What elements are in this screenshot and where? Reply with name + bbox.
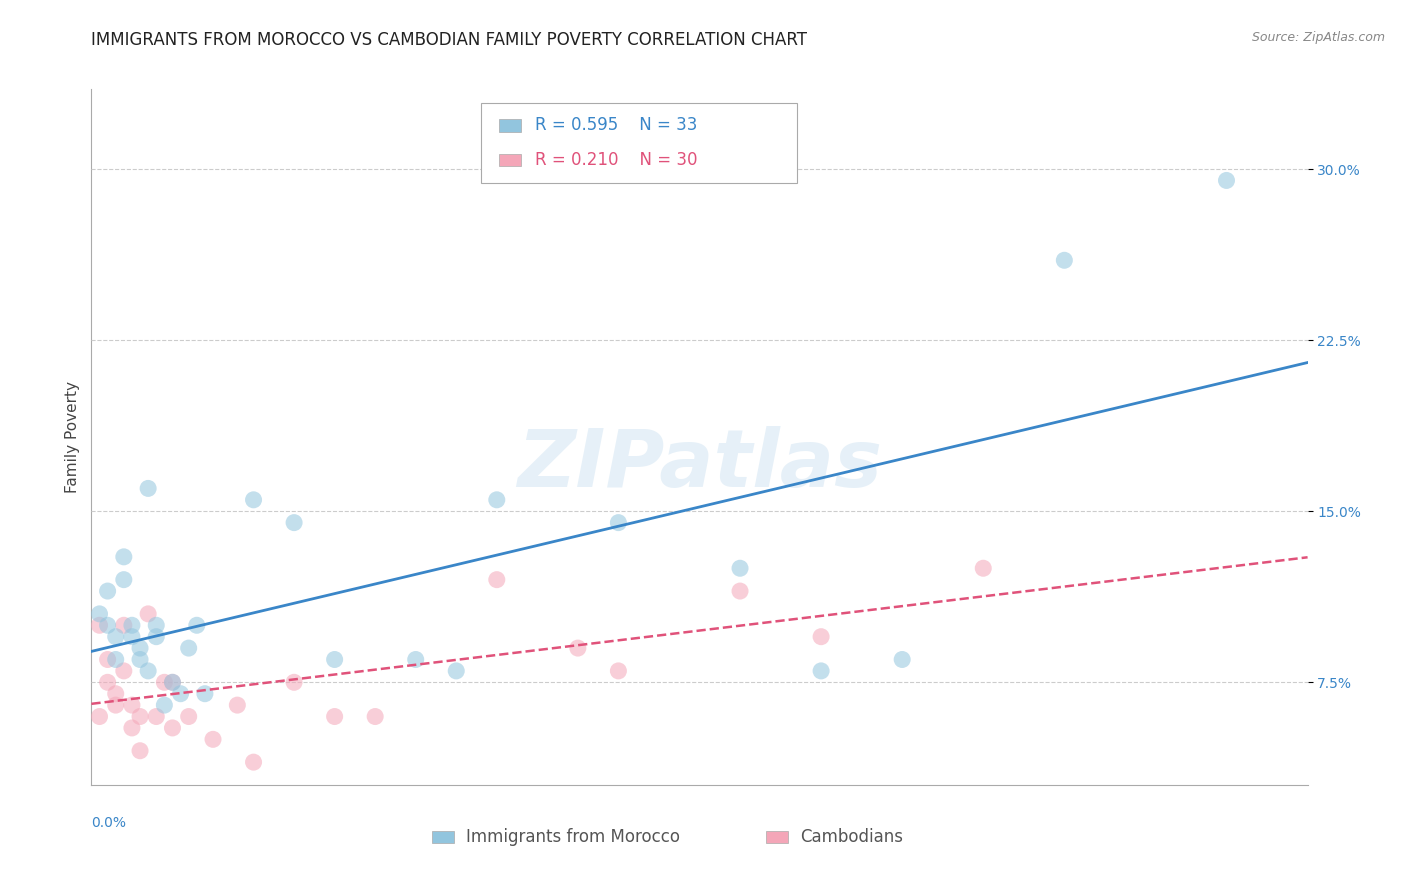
Point: [242, 492, 264, 507]
Point: [444, 664, 467, 678]
Point: [136, 482, 159, 496]
Point: [104, 630, 127, 644]
Point: [136, 607, 159, 621]
Point: [121, 630, 143, 644]
Point: [177, 641, 200, 656]
Point: [162, 675, 184, 690]
Point: [226, 698, 249, 712]
Point: [162, 721, 184, 735]
Point: [567, 641, 589, 656]
Y-axis label: Family Poverty: Family Poverty: [65, 381, 80, 493]
Point: [129, 652, 152, 666]
Point: [405, 652, 427, 666]
Point: [145, 630, 167, 644]
Point: [104, 652, 127, 666]
Point: [153, 675, 176, 690]
Point: [145, 618, 167, 632]
Point: [112, 618, 135, 632]
Point: [1215, 173, 1237, 187]
Point: [194, 687, 217, 701]
Point: [145, 709, 167, 723]
Point: [121, 721, 143, 735]
Point: [129, 744, 152, 758]
Text: 0.0%: 0.0%: [91, 816, 127, 830]
FancyBboxPatch shape: [432, 830, 454, 844]
Point: [121, 698, 143, 712]
Point: [89, 618, 111, 632]
Point: [153, 698, 176, 712]
FancyBboxPatch shape: [499, 154, 520, 167]
Point: [202, 732, 225, 747]
Point: [728, 561, 751, 575]
Point: [728, 584, 751, 599]
Point: [97, 584, 120, 599]
Point: [1053, 253, 1076, 268]
Text: R = 0.595    N = 33: R = 0.595 N = 33: [536, 116, 697, 135]
Point: [112, 573, 135, 587]
Text: Cambodians: Cambodians: [800, 828, 904, 847]
FancyBboxPatch shape: [481, 103, 797, 183]
Point: [104, 698, 127, 712]
Text: IMMIGRANTS FROM MOROCCO VS CAMBODIAN FAMILY POVERTY CORRELATION CHART: IMMIGRANTS FROM MOROCCO VS CAMBODIAN FAM…: [91, 31, 807, 49]
Point: [323, 709, 346, 723]
Text: Source: ZipAtlas.com: Source: ZipAtlas.com: [1251, 31, 1385, 45]
Point: [810, 630, 832, 644]
Point: [89, 607, 111, 621]
Point: [136, 664, 159, 678]
Point: [607, 664, 630, 678]
Text: Immigrants from Morocco: Immigrants from Morocco: [465, 828, 681, 847]
Point: [323, 652, 346, 666]
Point: [112, 664, 135, 678]
Point: [186, 618, 208, 632]
Point: [283, 675, 305, 690]
Point: [162, 675, 184, 690]
Point: [242, 755, 264, 769]
Point: [89, 709, 111, 723]
Point: [129, 709, 152, 723]
Point: [177, 709, 200, 723]
Point: [891, 652, 914, 666]
Point: [97, 675, 120, 690]
FancyBboxPatch shape: [766, 830, 789, 844]
Text: ZIPatlas: ZIPatlas: [517, 425, 882, 504]
Point: [121, 618, 143, 632]
Point: [97, 652, 120, 666]
Point: [112, 549, 135, 564]
Point: [972, 561, 994, 575]
Point: [810, 664, 832, 678]
Point: [104, 687, 127, 701]
Point: [607, 516, 630, 530]
Point: [485, 573, 508, 587]
FancyBboxPatch shape: [499, 120, 520, 132]
Point: [364, 709, 387, 723]
Point: [283, 516, 305, 530]
Point: [97, 618, 120, 632]
Point: [169, 687, 191, 701]
Point: [485, 492, 508, 507]
Point: [129, 641, 152, 656]
Text: R = 0.210    N = 30: R = 0.210 N = 30: [536, 151, 697, 169]
